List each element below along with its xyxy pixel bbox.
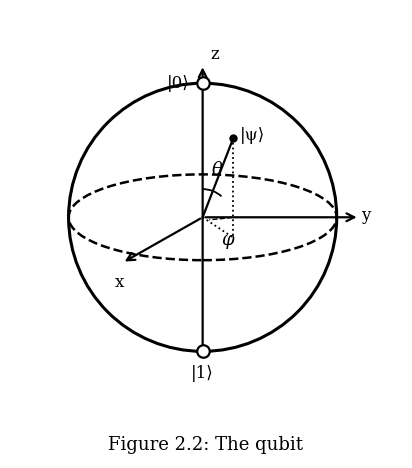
Text: x: x <box>115 274 124 291</box>
Text: φ: φ <box>221 231 234 249</box>
Text: θ: θ <box>212 161 223 179</box>
Text: z: z <box>211 46 220 63</box>
Text: |1⟩: |1⟩ <box>191 365 214 382</box>
Text: Figure 2.2: The qubit: Figure 2.2: The qubit <box>108 436 304 454</box>
Text: y: y <box>361 207 370 225</box>
Text: |ψ⟩: |ψ⟩ <box>240 127 265 144</box>
Text: |0⟩: |0⟩ <box>166 75 189 92</box>
